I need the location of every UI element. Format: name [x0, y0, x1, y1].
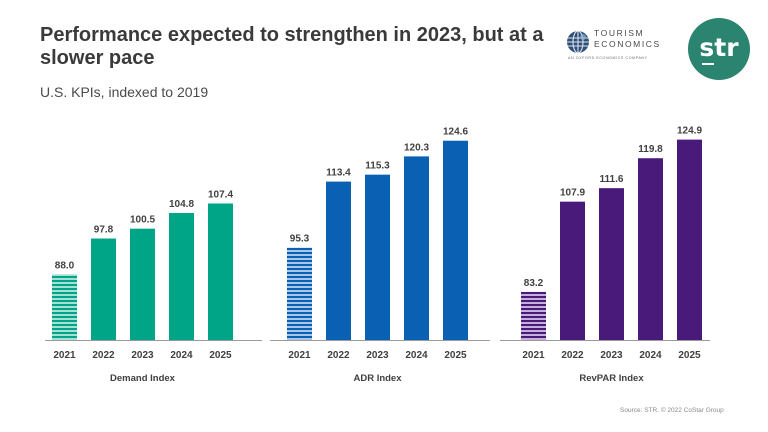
- x-tick-label: 2025: [209, 350, 232, 361]
- data-label: 120.3: [404, 142, 429, 153]
- x-tick-label: 2025: [678, 350, 701, 361]
- x-tick-label: 2024: [170, 350, 193, 361]
- source-note: Source: STR. © 2022 CoStar Group: [620, 407, 724, 414]
- chart-panel-adr-index: 95.3 2021 113.4 2022 115.3 2023 120.3 2024 124.6…: [270, 127, 490, 384]
- bar: [91, 238, 116, 340]
- x-tick-label: 2021: [522, 350, 545, 361]
- te-line2: ECONOMICS: [594, 39, 661, 49]
- bar: [599, 188, 624, 340]
- bar: [560, 201, 585, 340]
- x-tick-label: 2025: [444, 350, 467, 361]
- globe-icon: [567, 30, 589, 54]
- data-label: 124.6: [443, 127, 468, 138]
- str-wordmark: str: [699, 32, 739, 65]
- bar: [52, 274, 77, 340]
- x-tick-label: 2022: [92, 350, 115, 361]
- bar: [169, 212, 194, 340]
- bar: [365, 174, 390, 340]
- data-label: 107.9: [560, 188, 585, 199]
- x-tick-label: 2022: [327, 350, 350, 361]
- tourism-economics-wordmark: TOURISM ECONOMICS: [594, 28, 661, 50]
- page-subtitle: U.S. KPIs, indexed to 2019: [40, 84, 209, 100]
- te-line1: TOURISM: [594, 28, 645, 38]
- data-label: 83.2: [524, 278, 544, 289]
- x-tick-label: 2023: [131, 350, 154, 361]
- x-axis-title: ADR Index: [353, 373, 402, 384]
- bar: [443, 140, 468, 340]
- data-label: 107.4: [208, 189, 233, 200]
- bar: [404, 156, 429, 340]
- x-axis-title: RevPAR Index: [579, 373, 644, 384]
- bar: [130, 228, 155, 340]
- x-axis-title: Demand Index: [110, 373, 176, 384]
- data-label: 104.8: [169, 199, 194, 210]
- str-logo: str: [688, 18, 750, 80]
- chart-panel-revpar-index: 83.2 2021 107.9 2022 111.6 2023 119.8 2024 124.9…: [500, 126, 710, 384]
- bar: [521, 291, 546, 340]
- tourism-economics-logo: TOURISM ECONOMICS AN OXFORD ECONOMICS CO…: [566, 26, 666, 66]
- x-tick-label: 2022: [561, 350, 584, 361]
- x-tick-label: 2021: [53, 350, 76, 361]
- x-tick-label: 2024: [405, 350, 428, 361]
- data-label: 88.0: [55, 260, 75, 271]
- x-tick-label: 2023: [366, 350, 389, 361]
- data-label: 119.8: [638, 144, 663, 155]
- data-label: 124.9: [677, 126, 702, 137]
- x-tick-label: 2021: [288, 350, 311, 361]
- data-label: 111.6: [600, 174, 624, 185]
- chart-panel-demand-index: 88.0 2021 97.8 2022 100.5 2023 104.8 2024 107.4 2…: [45, 189, 262, 384]
- data-label: 95.3: [290, 234, 310, 245]
- page-title: Performance expected to strengthen in 20…: [40, 24, 544, 69]
- data-label: 100.5: [130, 215, 155, 226]
- bar: [638, 158, 663, 340]
- te-tagline: AN OXFORD ECONOMICS COMPANY: [568, 56, 648, 60]
- bar: [326, 181, 351, 340]
- str-underline: [702, 62, 715, 65]
- str-text: str: [699, 32, 739, 62]
- data-label: 113.4: [326, 168, 351, 179]
- x-tick-label: 2024: [639, 350, 662, 361]
- bar: [208, 203, 233, 340]
- data-label: 115.3: [365, 161, 390, 172]
- x-tick-label: 2023: [600, 350, 623, 361]
- data-label: 97.8: [94, 225, 114, 236]
- bar: [287, 247, 312, 340]
- bar: [677, 139, 702, 340]
